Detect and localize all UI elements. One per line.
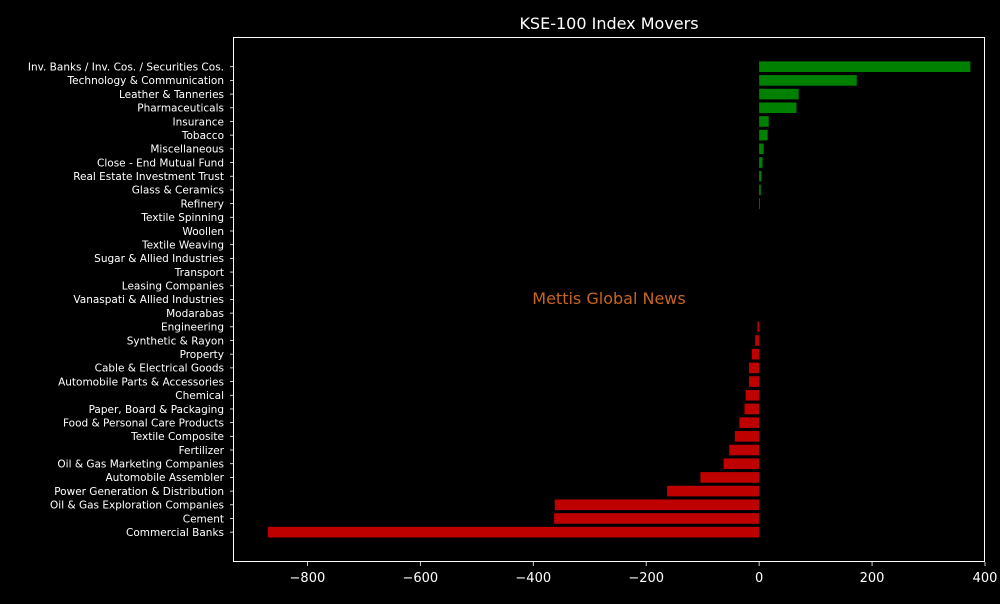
x-tick-label: 400 — [973, 571, 998, 586]
x-tick-label: −600 — [402, 571, 438, 586]
bar — [759, 61, 971, 72]
bar — [755, 335, 760, 346]
y-tick-label: Sugar & Allied Industries — [94, 253, 224, 265]
bar — [759, 198, 760, 209]
y-tick-label: Automobile Parts & Accessories — [58, 376, 224, 388]
y-tick-label: Miscellaneous — [150, 144, 224, 156]
y-tick-label: Automobile Assembler — [106, 472, 225, 484]
x-tick-label: −200 — [628, 571, 664, 586]
y-tick-label: Glass & Ceramics — [132, 185, 224, 197]
y-tick-label: Textile Weaving — [141, 239, 224, 251]
y-tick-label: Leather & Tanneries — [119, 89, 224, 101]
y-tick-label: Oil & Gas Marketing Companies — [57, 459, 224, 471]
bar — [739, 417, 760, 428]
bar — [748, 376, 760, 387]
y-tick-label: Engineering — [161, 322, 224, 334]
y-tick-labels: Inv. Banks / Inv. Cos. / Securities Cos.… — [28, 62, 234, 539]
bar — [267, 526, 760, 538]
y-tick-label: Pharmaceuticals — [137, 103, 224, 115]
y-tick-label: Paper, Board & Packaging — [89, 404, 224, 416]
bar — [759, 157, 763, 168]
x-tick-label: 200 — [860, 571, 885, 586]
bar — [751, 348, 760, 360]
bar — [734, 431, 760, 442]
x-axis-ticks: −800 −600 −400 −200 0 200 400 — [290, 562, 998, 586]
y-tick-label: Textile Composite — [130, 431, 224, 443]
bar — [744, 403, 760, 415]
y-tick-label: Insurance — [172, 116, 224, 128]
bar — [748, 362, 760, 374]
bar — [759, 102, 797, 114]
y-tick-label: Commercial Banks — [126, 527, 224, 539]
y-tick-label: Real Estate Investment Trust — [73, 171, 224, 183]
y-tick-label: Cement — [183, 513, 224, 525]
bar — [759, 129, 768, 141]
y-tick-label: Close - End Mutual Fund — [97, 157, 224, 169]
y-tick-label: Leasing Companies — [122, 281, 224, 293]
chart-title: KSE-100 Index Movers — [519, 14, 698, 33]
y-tick-label: Chemical — [175, 390, 224, 402]
y-tick-label: Textile Spinning — [140, 212, 224, 224]
bar — [700, 472, 760, 483]
y-tick-label: Technology & Communication — [67, 75, 224, 87]
bar — [667, 485, 760, 497]
y-tick-label: Tobacco — [181, 130, 224, 142]
bar — [759, 75, 857, 86]
y-tick-label: Refinery — [180, 198, 224, 210]
bar — [759, 88, 799, 100]
bar — [759, 116, 769, 127]
bar — [757, 321, 760, 333]
x-tick-label: −800 — [290, 571, 326, 586]
y-tick-label: Inv. Banks / Inv. Cos. / Securities Cos. — [28, 62, 224, 74]
x-tick-label: −400 — [515, 571, 551, 586]
bar — [759, 184, 761, 196]
y-tick-label: Vanaspati & Allied Industries — [73, 294, 224, 306]
bar — [745, 389, 760, 401]
bar — [554, 513, 760, 524]
watermark: Mettis Global News — [532, 289, 685, 308]
y-tick-label: Transport — [174, 267, 224, 279]
y-tick-label: Property — [180, 349, 224, 361]
bar — [729, 444, 760, 456]
y-tick-label: Oil & Gas Exploration Companies — [50, 500, 224, 512]
y-tick-label: Woollen — [182, 226, 224, 238]
bars-group — [267, 61, 971, 538]
bar — [723, 458, 760, 470]
y-tick-label: Power Generation & Distribution — [54, 486, 224, 498]
y-tick-label: Synthetic & Rayon — [127, 335, 224, 347]
x-tick-label: 0 — [755, 571, 763, 586]
y-tick-label: Modarabas — [166, 308, 224, 320]
y-tick-label: Cable & Electrical Goods — [95, 363, 224, 375]
bar — [759, 170, 762, 182]
bar — [554, 499, 760, 511]
bar — [759, 143, 764, 155]
y-tick-label: Fertilizer — [179, 445, 225, 457]
y-tick-label: Food & Personal Care Products — [63, 417, 224, 429]
